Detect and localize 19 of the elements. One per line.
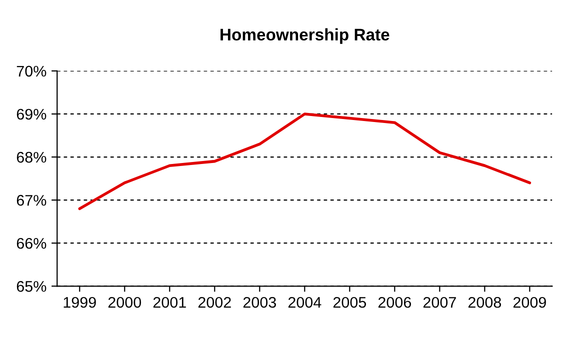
x-tick-label: 2006 [378,296,411,308]
y-tick-label: 69% [16,108,46,120]
x-tick-label: 2003 [243,296,276,308]
line-series [78,112,532,210]
x-tick-label: 2002 [198,296,231,308]
chart-title: Homeownership Rate [220,28,390,44]
x-tick-label: 2008 [468,296,502,308]
x-tick-label: 2009 [513,296,546,308]
y-tick-label: 67% [16,194,46,206]
y-tick-label: 70% [16,66,46,77]
x-tick-label: 2004 [288,296,322,308]
y-tick-label: 66% [16,238,46,249]
x-tick-label: 1999 [64,296,96,308]
x-tick-label: 2000 [108,296,142,308]
x-tick-label: 2001 [153,296,186,308]
y-tick-label: 68% [16,152,46,163]
x-tick-label: 2005 [333,296,366,308]
x-tick-label: 2007 [423,296,456,308]
y-tick-label: 65% [16,281,46,292]
